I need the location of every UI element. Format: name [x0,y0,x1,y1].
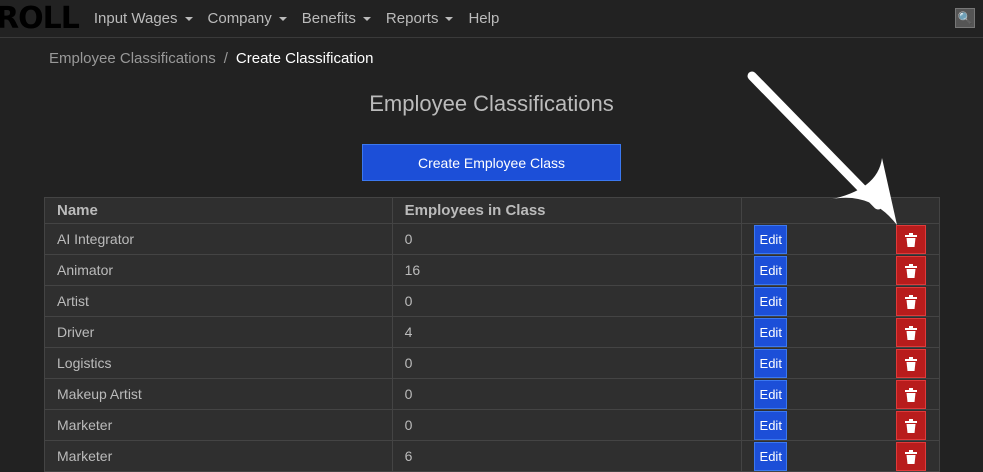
row-actions: Edit [741,378,940,410]
table-row: Logistics 0 Edit [44,347,940,379]
header-count: Employees in Class [391,197,743,224]
employee-count: 0 [391,409,743,441]
edit-button[interactable]: Edit [754,380,788,409]
page-title: Employee Classifications [369,91,614,116]
class-name: Makeup Artist [44,378,393,410]
class-name: Logistics [44,347,393,379]
nav-item-help[interactable]: Help [468,10,499,27]
nav-item-input-wages[interactable]: Input Wages [94,10,193,27]
delete-button[interactable] [896,349,927,378]
employee-count: 0 [391,285,743,317]
row-actions: Edit [741,223,940,255]
delete-button[interactable] [896,225,927,254]
classifications-table: Name Employees in Class AI Integrator 0 Ed… [44,197,940,472]
breadcrumb-current: Create Classification [235,50,374,67]
search-icon[interactable]: 🔍 [955,8,975,28]
edit-button[interactable]: Edit [754,442,788,471]
navbar: ROLL Input Wages Company Benefits Reports He… [0,0,983,38]
delete-button[interactable] [896,411,927,440]
table-row: Driver 4 Edit [44,316,940,348]
row-actions: Edit [741,285,940,317]
breadcrumb-parent[interactable]: Employee Classifications [49,50,216,67]
nav-item-label: Reports [385,10,439,27]
breadcrumb-separator: / [223,50,228,67]
employee-count: 6 [391,440,743,472]
create-employee-class-button[interactable]: Create Employee Class [362,144,621,181]
nav-item-label: Company [207,10,272,27]
nav-item-reports[interactable]: Reports [386,10,454,27]
class-name: Artist [44,285,393,317]
table-row: Animator 16 Edit [44,254,940,286]
class-name: Animator [44,254,393,286]
class-name: Marketer [44,440,393,472]
brand-logo[interactable]: ROLL [0,1,80,36]
trash-icon [905,325,918,340]
delete-button[interactable] [896,318,927,347]
row-actions: Edit [741,316,940,348]
row-actions: Edit [741,409,940,441]
edit-button[interactable]: Edit [754,411,788,440]
header-actions [741,197,940,224]
class-name: Marketer [44,409,393,441]
employee-count: 4 [391,316,743,348]
table-row: AI Integrator 0 Edit [44,223,940,255]
nav-item-company[interactable]: Company [208,10,287,27]
caret-down-icon [445,16,454,21]
trash-icon [905,449,918,464]
table-row: Makeup Artist 0 Edit [44,378,940,410]
edit-button[interactable]: Edit [754,225,788,254]
caret-down-icon [278,16,287,21]
edit-button[interactable]: Edit [754,318,788,347]
caret-down-icon [184,16,193,21]
nav-item-benefits[interactable]: Benefits [302,10,371,27]
breadcrumb: Employee Classifications / Create Classifi… [49,50,373,67]
nav-item-label: Input Wages [93,10,178,27]
row-actions: Edit [741,440,940,472]
employee-count: 0 [391,223,743,255]
delete-button[interactable] [896,287,927,316]
nav-item-label: Benefits [301,10,356,27]
employee-count: 0 [391,347,743,379]
header-name: Name [44,197,393,224]
delete-button[interactable] [896,380,927,409]
edit-button[interactable]: Edit [754,349,788,378]
table-row: Artist 0 Edit [44,285,940,317]
class-name: AI Integrator [44,223,393,255]
delete-button[interactable] [896,442,927,471]
row-actions: Edit [741,254,940,286]
delete-button[interactable] [896,256,927,285]
table-row: Marketer 0 Edit [44,409,940,441]
edit-button[interactable]: Edit [754,287,788,316]
nav-item-label: Help [468,10,500,27]
class-name: Driver [44,316,393,348]
employee-count: 0 [391,378,743,410]
edit-button[interactable]: Edit [754,256,788,285]
trash-icon [905,418,918,433]
caret-down-icon [362,16,371,21]
trash-icon [905,294,918,309]
trash-icon [905,232,918,247]
row-actions: Edit [741,347,940,379]
employee-count: 16 [391,254,743,286]
trash-icon [905,387,918,402]
trash-icon [905,263,918,278]
trash-icon [905,356,918,371]
table-row: Marketer 6 Edit [44,440,940,472]
